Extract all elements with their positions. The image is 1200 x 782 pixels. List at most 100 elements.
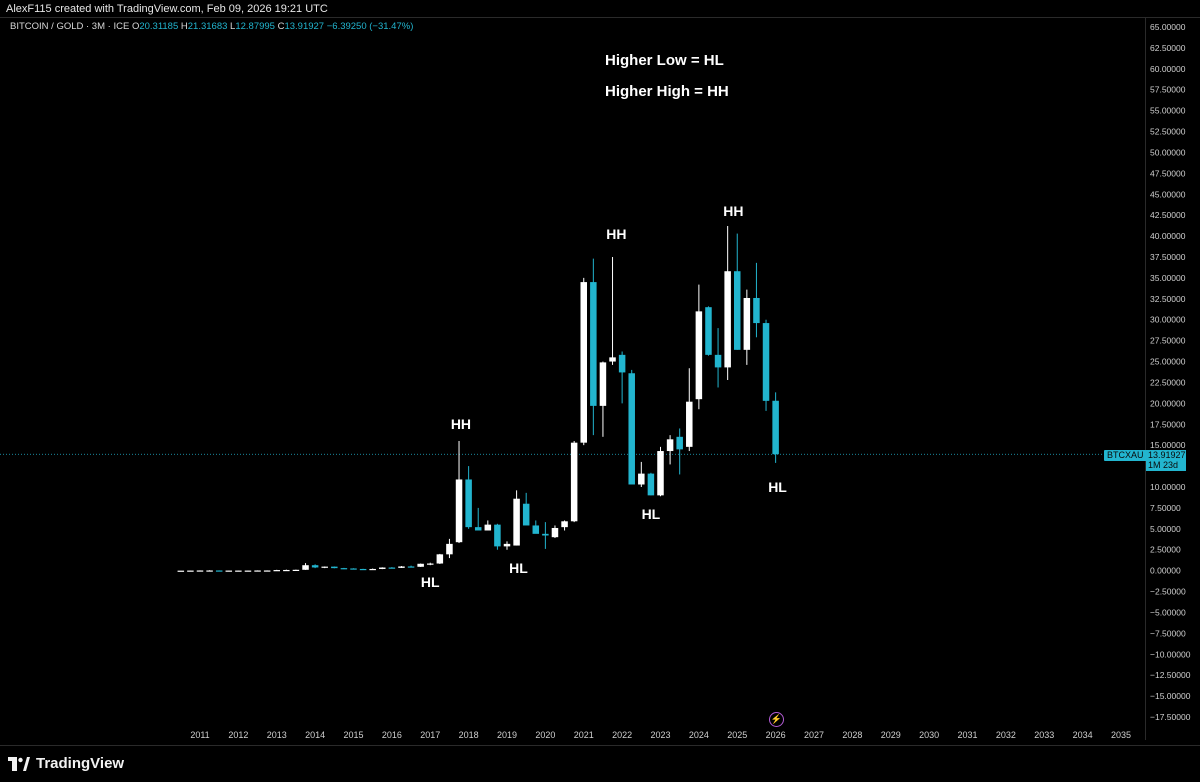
- candle[interactable]: [206, 570, 213, 572]
- candle[interactable]: [532, 520, 540, 534]
- price-tick-label: 32.50000: [1150, 294, 1186, 304]
- candle[interactable]: [379, 567, 386, 570]
- candle[interactable]: [522, 492, 530, 526]
- close-value: 13.91927: [284, 21, 325, 32]
- candle[interactable]: [321, 566, 328, 569]
- candle[interactable]: [235, 570, 242, 572]
- candle[interactable]: [302, 563, 309, 570]
- candle[interactable]: [561, 520, 568, 531]
- candle[interactable]: [676, 428, 683, 475]
- candle[interactable]: [695, 284, 703, 410]
- candle[interactable]: [705, 306, 712, 356]
- candle[interactable]: [724, 226, 731, 380]
- candle[interactable]: [187, 570, 194, 572]
- candle[interactable]: [647, 472, 655, 496]
- price-axis[interactable]: 65.00000 62.50000 60.00000 57.50000 55.00000…: [1145, 18, 1200, 740]
- candle[interactable]: [436, 553, 444, 564]
- candlestick-chart[interactable]: [0, 18, 1145, 740]
- candle[interactable]: [686, 368, 693, 452]
- candle[interactable]: [570, 441, 578, 523]
- candle[interactable]: [215, 570, 223, 572]
- candle[interactable]: [762, 319, 770, 411]
- candle-body: [753, 297, 760, 324]
- candle[interactable]: [331, 566, 338, 569]
- time-tick-label: 2021: [574, 730, 594, 740]
- candle-body: [311, 565, 319, 568]
- time-tick-label: 2029: [881, 730, 901, 740]
- candle[interactable]: [311, 564, 319, 569]
- candle[interactable]: [244, 570, 252, 572]
- candle[interactable]: [388, 567, 396, 569]
- candle[interactable]: [474, 507, 482, 531]
- candle[interactable]: [417, 563, 424, 567]
- candle-body: [321, 566, 328, 568]
- candle[interactable]: [273, 569, 281, 572]
- events-flash-icon[interactable]: ⚡: [769, 712, 784, 727]
- candle[interactable]: [618, 351, 626, 404]
- symbol-price-tag: BTCXAU: [1104, 450, 1147, 461]
- candle[interactable]: [350, 568, 357, 570]
- candle[interactable]: [599, 361, 607, 437]
- candle[interactable]: [465, 466, 472, 529]
- price-tick-label: 30.00000: [1150, 315, 1186, 325]
- higher-low-label: HL: [768, 479, 787, 495]
- higher-high-label: HH: [450, 416, 472, 433]
- tradingview-logo[interactable]: TradingView: [8, 755, 124, 772]
- price-tick-label: −5.00000: [1150, 607, 1186, 617]
- candle[interactable]: [657, 446, 664, 497]
- candle[interactable]: [292, 569, 300, 571]
- candle[interactable]: [263, 570, 271, 572]
- candle[interactable]: [638, 461, 645, 487]
- candle-body: [465, 479, 472, 528]
- candle[interactable]: [407, 565, 415, 568]
- candle[interactable]: [743, 289, 751, 365]
- candle[interactable]: [513, 490, 520, 546]
- candle[interactable]: [542, 522, 549, 549]
- candle-body: [283, 569, 290, 572]
- price-tick-label: 2.50000: [1150, 545, 1181, 555]
- symbol-name: BITCOIN / GOLD · 3M · ICE: [10, 21, 130, 32]
- candle[interactable]: [359, 568, 367, 571]
- price-tick-label: 5.00000: [1150, 524, 1181, 534]
- price-tick-label: 20.00000: [1150, 398, 1186, 408]
- candle-body: [474, 527, 482, 531]
- low-key: L: [230, 21, 236, 32]
- candle[interactable]: [753, 262, 760, 338]
- candle[interactable]: [225, 570, 233, 572]
- time-tick-label: 2018: [459, 730, 479, 740]
- candle[interactable]: [446, 538, 453, 559]
- candle[interactable]: [196, 570, 204, 572]
- candle[interactable]: [503, 541, 511, 550]
- candle-body: [618, 354, 626, 373]
- price-tick-label: 7.50000: [1150, 503, 1181, 513]
- candle[interactable]: [455, 441, 463, 544]
- candle[interactable]: [398, 566, 405, 568]
- candle-body: [532, 525, 540, 534]
- candle[interactable]: [551, 525, 559, 539]
- higher-low-label: HL: [641, 505, 661, 522]
- candle[interactable]: [283, 569, 290, 572]
- candle-body: [302, 565, 309, 570]
- candle[interactable]: [772, 392, 779, 463]
- symbol-legend[interactable]: BITCOIN / GOLD · 3M · ICE O20.31185 H21.…: [10, 21, 413, 32]
- candle-body: [686, 401, 693, 447]
- candle[interactable]: [177, 570, 185, 572]
- candle[interactable]: [484, 520, 492, 531]
- candle[interactable]: [580, 277, 588, 446]
- candle[interactable]: [666, 435, 674, 465]
- last-price-tag: 13.91927 1M 23d: [1146, 450, 1186, 471]
- candle[interactable]: [714, 328, 722, 388]
- time-tick-label: 2019: [497, 730, 517, 740]
- candle[interactable]: [734, 233, 741, 350]
- candle[interactable]: [628, 369, 635, 485]
- candle[interactable]: [609, 257, 616, 365]
- candle-body: [427, 563, 434, 565]
- candle[interactable]: [340, 567, 348, 570]
- candle[interactable]: [254, 570, 261, 572]
- candle[interactable]: [494, 523, 501, 550]
- candle-body: [714, 354, 722, 368]
- candle[interactable]: [369, 568, 376, 571]
- candle[interactable]: [427, 562, 434, 566]
- candle[interactable]: [590, 258, 597, 436]
- time-axis[interactable]: 2011 2012 2013 2014 2015 2016 2017 2018 2019 2020…: [0, 726, 1145, 744]
